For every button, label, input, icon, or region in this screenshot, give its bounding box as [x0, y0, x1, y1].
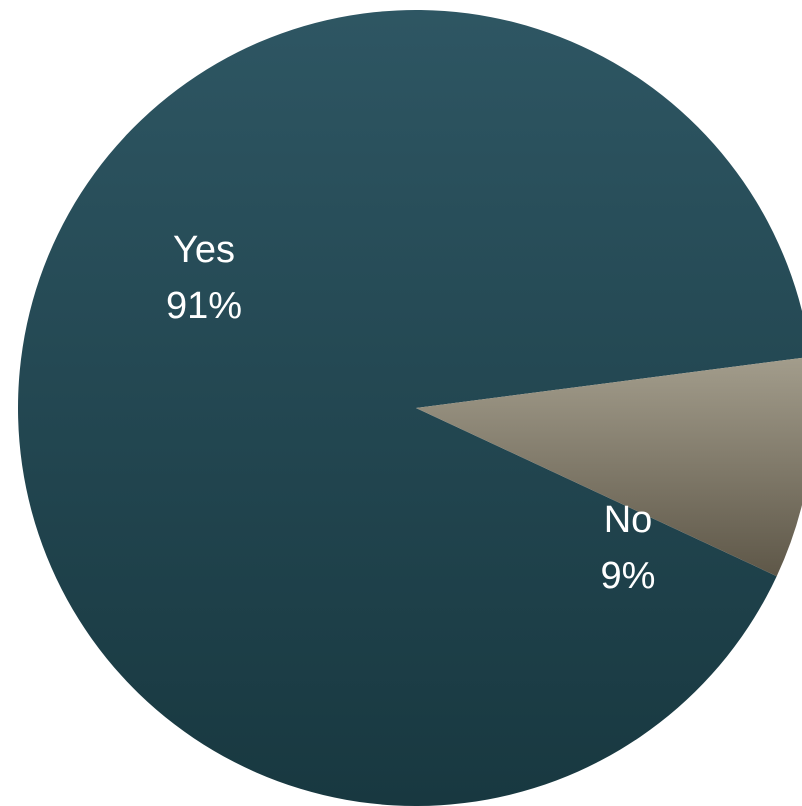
- pie-slices: [18, 10, 802, 806]
- pie-slice-yes: [18, 10, 802, 806]
- pie-label-no: No: [604, 499, 653, 541]
- pie-value-no: 9%: [601, 555, 656, 597]
- pie-slice-no: [416, 357, 802, 577]
- pie-label-yes: Yes: [173, 229, 235, 271]
- pie-labels: Yes 91% No 9%: [166, 229, 655, 597]
- pie-value-yes: 91%: [166, 285, 242, 327]
